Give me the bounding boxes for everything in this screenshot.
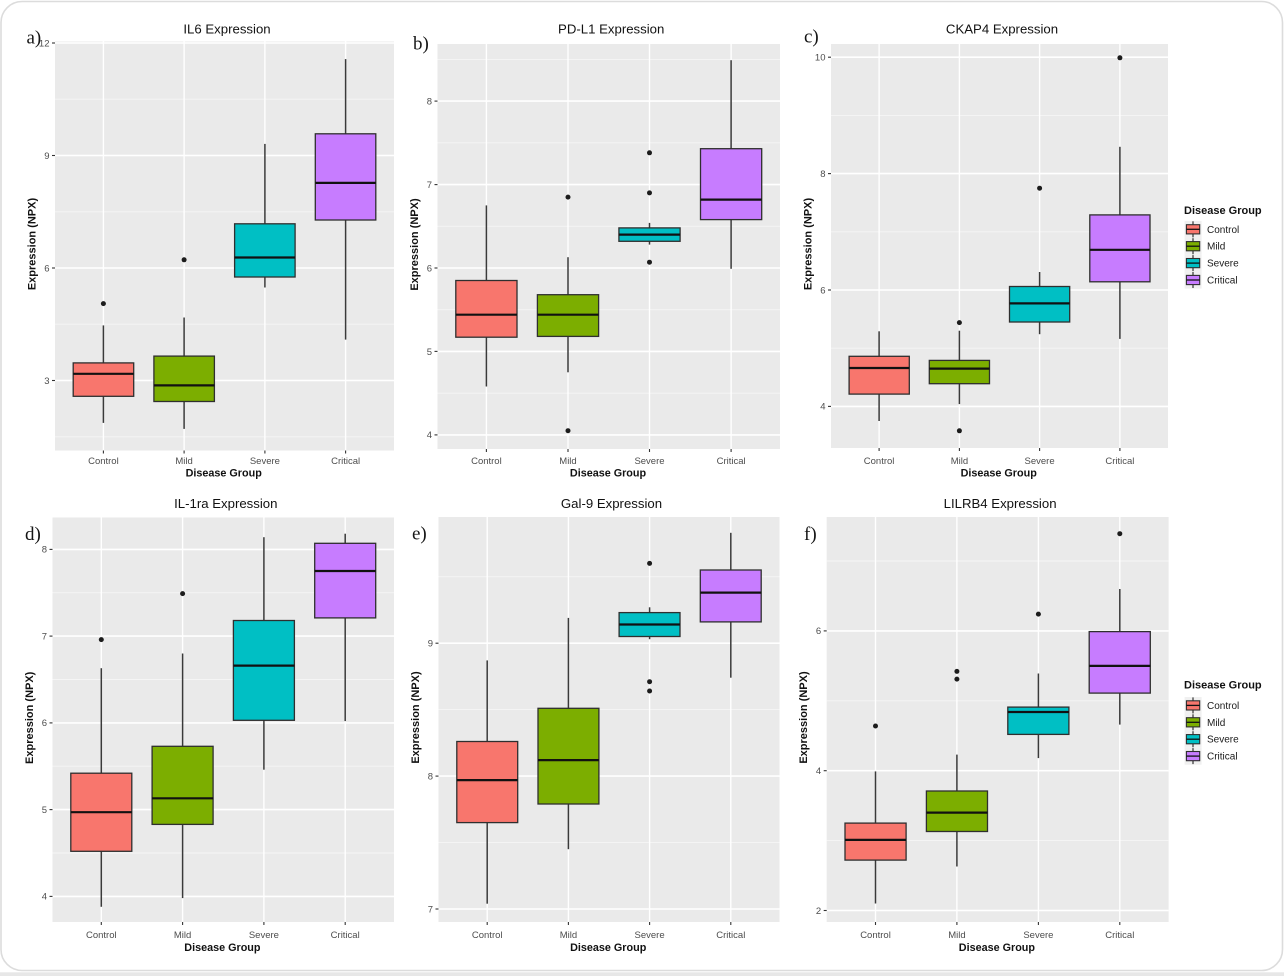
svg-text:Expression (NPX): Expression (NPX) — [798, 671, 810, 764]
svg-text:IL6 Expression: IL6 Expression — [183, 22, 270, 37]
svg-text:Control: Control — [1207, 225, 1239, 236]
svg-text:2: 2 — [816, 906, 821, 917]
svg-text:8: 8 — [427, 96, 432, 107]
svg-text:Severe: Severe — [250, 456, 280, 467]
svg-text:CKAP4 Expression: CKAP4 Expression — [946, 22, 1058, 37]
svg-text:12: 12 — [39, 38, 50, 49]
svg-text:Severe: Severe — [635, 930, 665, 941]
svg-text:9: 9 — [44, 151, 49, 162]
svg-text:Severe: Severe — [249, 930, 279, 941]
svg-text:Disease Group: Disease Group — [961, 468, 1038, 480]
svg-text:Disease Group: Disease Group — [1184, 680, 1262, 692]
svg-text:Mild: Mild — [1207, 242, 1225, 253]
svg-text:9: 9 — [428, 639, 433, 650]
svg-text:Severe: Severe — [1207, 735, 1239, 746]
svg-text:8: 8 — [428, 771, 433, 782]
svg-text:10: 10 — [815, 53, 826, 64]
svg-text:Critical: Critical — [1105, 456, 1134, 467]
svg-text:Mild: Mild — [560, 930, 577, 941]
svg-text:Mild: Mild — [559, 456, 576, 467]
svg-text:7: 7 — [428, 904, 433, 915]
svg-text:b): b) — [413, 34, 429, 55]
svg-text:Expression (NPX): Expression (NPX) — [803, 198, 815, 291]
svg-text:Expression (NPX): Expression (NPX) — [27, 198, 39, 291]
svg-text:Critical: Critical — [1207, 276, 1238, 287]
svg-text:Disease Group: Disease Group — [186, 468, 263, 480]
svg-text:d): d) — [25, 524, 41, 545]
svg-text:4: 4 — [427, 430, 432, 441]
svg-text:Disease Group: Disease Group — [570, 942, 647, 954]
svg-text:7: 7 — [42, 631, 47, 642]
svg-text:Control: Control — [88, 456, 119, 467]
svg-text:Control: Control — [864, 456, 895, 467]
svg-text:Critical: Critical — [717, 456, 746, 467]
svg-text:3: 3 — [44, 376, 49, 387]
svg-text:6: 6 — [820, 285, 825, 296]
svg-text:Mild: Mild — [1207, 718, 1225, 729]
svg-text:Critical: Critical — [716, 930, 745, 941]
svg-text:6: 6 — [42, 718, 47, 729]
svg-text:Gal-9 Expression: Gal-9 Expression — [561, 496, 662, 511]
svg-text:Mild: Mild — [174, 930, 191, 941]
svg-text:Critical: Critical — [331, 930, 360, 941]
svg-text:Critical: Critical — [1105, 930, 1134, 941]
svg-text:8: 8 — [820, 169, 825, 180]
svg-text:Control: Control — [471, 456, 502, 467]
svg-text:4: 4 — [816, 766, 821, 777]
svg-text:PD-L1 Expression: PD-L1 Expression — [558, 22, 664, 37]
svg-text:Severe: Severe — [1023, 930, 1053, 941]
svg-text:Severe: Severe — [1025, 456, 1055, 467]
svg-text:Expression (NPX): Expression (NPX) — [410, 671, 422, 764]
svg-text:Severe: Severe — [1207, 259, 1239, 270]
svg-text:Expression (NPX): Expression (NPX) — [24, 671, 36, 764]
svg-text:5: 5 — [427, 347, 432, 358]
svg-text:Control: Control — [1207, 701, 1239, 712]
svg-text:c): c) — [804, 27, 819, 48]
svg-text:4: 4 — [820, 402, 825, 413]
svg-text:a): a) — [27, 28, 42, 49]
svg-text:6: 6 — [427, 263, 432, 274]
svg-text:Disease Group: Disease Group — [959, 942, 1036, 954]
svg-text:6: 6 — [44, 263, 49, 274]
svg-text:4: 4 — [42, 892, 47, 903]
svg-text:Disease Group: Disease Group — [570, 468, 647, 480]
svg-text:Mild: Mild — [948, 930, 965, 941]
svg-text:Mild: Mild — [175, 456, 192, 467]
svg-text:Control: Control — [472, 930, 503, 941]
svg-text:Expression (NPX): Expression (NPX) — [409, 198, 421, 291]
svg-text:Severe: Severe — [634, 456, 664, 467]
svg-text:Critical: Critical — [1207, 752, 1238, 763]
svg-text:IL-1ra Expression: IL-1ra Expression — [174, 496, 277, 511]
svg-text:f): f) — [804, 524, 817, 545]
svg-text:Mild: Mild — [951, 456, 968, 467]
svg-text:6: 6 — [816, 626, 821, 637]
svg-text:5: 5 — [42, 805, 47, 816]
svg-text:Control: Control — [86, 930, 117, 941]
svg-text:Critical: Critical — [331, 456, 360, 467]
svg-text:Control: Control — [860, 930, 891, 941]
svg-text:LILRB4 Expression: LILRB4 Expression — [944, 496, 1057, 511]
svg-text:Disease Group: Disease Group — [184, 942, 261, 954]
svg-text:7: 7 — [427, 180, 432, 191]
svg-text:8: 8 — [42, 545, 47, 556]
svg-text:e): e) — [412, 524, 427, 545]
svg-text:Disease Group: Disease Group — [1184, 205, 1262, 217]
